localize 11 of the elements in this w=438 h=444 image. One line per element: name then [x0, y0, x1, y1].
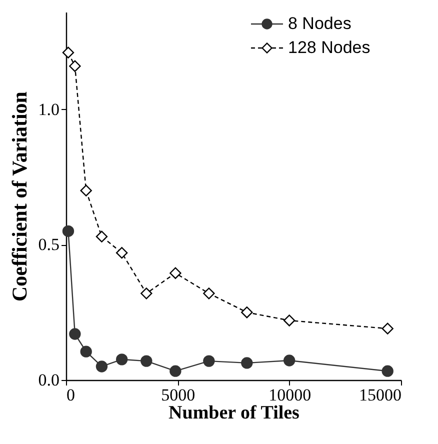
legend-label: 8 Nodes — [288, 14, 352, 33]
y-axis-title: Coefficient of Variation — [7, 91, 32, 302]
y-tick-label: 0.0 — [38, 370, 60, 390]
y-tick-label: 0.5 — [38, 235, 60, 254]
y-tick-label: 1.0 — [38, 100, 60, 119]
x-tick-label: 0 — [66, 386, 75, 404]
x-tick-label: 10000 — [268, 386, 312, 404]
x-tick-label: 15000 — [359, 386, 402, 404]
x-tick-label: 5000 — [161, 386, 196, 404]
legend-label: 128 Nodes — [288, 38, 370, 57]
x-axis-title: Number of Tiles — [168, 402, 300, 424]
